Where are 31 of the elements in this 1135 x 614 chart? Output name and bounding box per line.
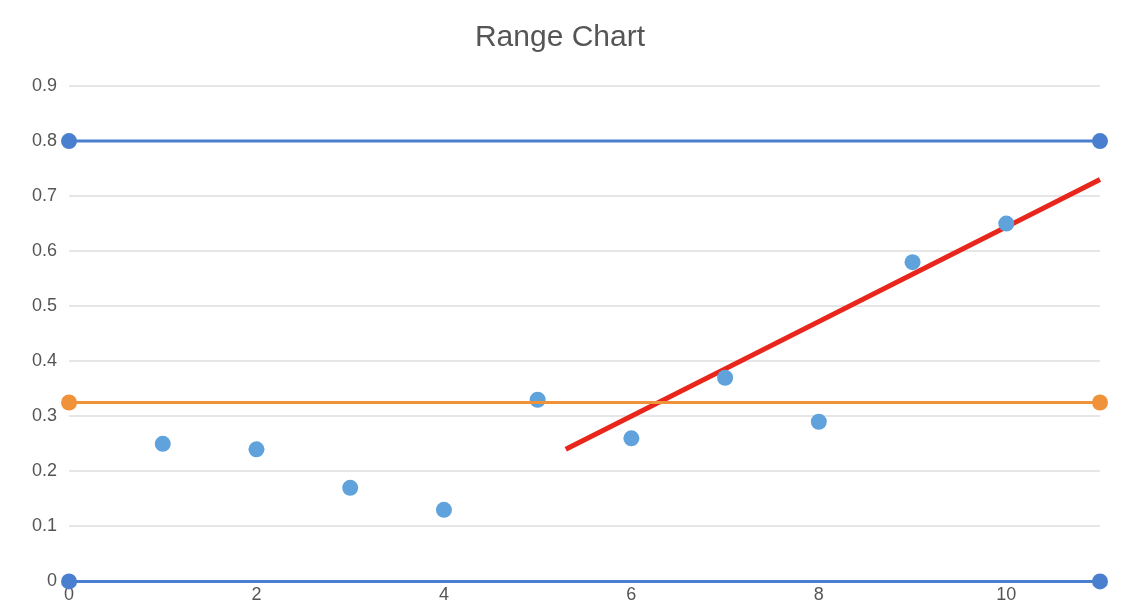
y-tick-label: 0.4 [31,350,58,371]
chart-title: Range Chart [474,19,646,53]
y-tick-label: 0.9 [31,74,58,95]
x-tick-label: 6 [626,584,637,605]
point [342,479,359,496]
x-tick-label: 2 [251,584,262,605]
x-tick-label: 4 [438,584,449,605]
y-tick-label: 0.8 [31,130,58,151]
y-tick-label: 0.2 [31,460,58,481]
y-tick-label: 0 [47,570,58,591]
point [61,133,78,150]
y-tick-label: 0.7 [31,185,58,206]
point [61,394,78,411]
x-tick-label: 10 [996,584,1017,605]
x-tick-label: 8 [813,584,824,605]
point [248,441,265,458]
point [1092,133,1108,150]
point [904,254,921,271]
point [623,430,640,447]
point [61,573,78,590]
y-tick-label: 0.5 [31,295,58,316]
point [1092,573,1108,590]
y-tick-label: 0.1 [31,515,58,536]
point [810,413,827,430]
point [998,215,1015,232]
y-tick-label: 0.3 [31,405,58,426]
point [435,501,452,518]
point [1092,394,1108,411]
y-tick-label: 0.6 [31,240,58,261]
point [717,369,734,386]
point [154,435,171,452]
